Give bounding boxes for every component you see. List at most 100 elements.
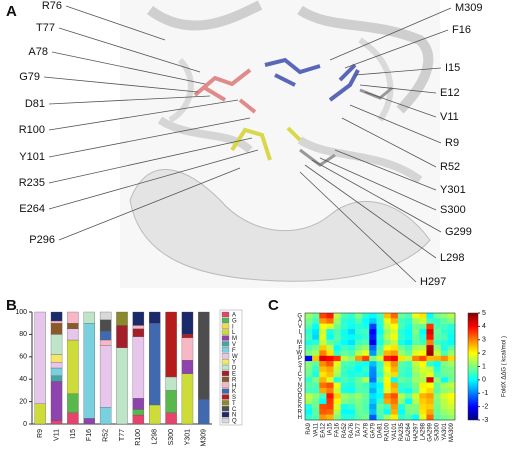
heat-cell bbox=[433, 361, 441, 367]
heat-cell bbox=[440, 355, 449, 362]
heat-cell bbox=[383, 393, 391, 399]
heat-cell bbox=[412, 382, 420, 389]
heat-cell bbox=[340, 345, 349, 351]
row-label: C bbox=[298, 372, 303, 378]
heat-cell bbox=[376, 334, 384, 340]
bar-segment bbox=[165, 376, 177, 391]
heat-cell bbox=[405, 393, 413, 399]
heat-cell bbox=[319, 345, 327, 351]
heat-cell bbox=[362, 350, 370, 356]
legend-swatch bbox=[221, 317, 230, 323]
bar-segment bbox=[165, 390, 177, 413]
column-label: RA235 bbox=[399, 422, 405, 441]
legend-swatch bbox=[221, 406, 230, 412]
heat-cell bbox=[376, 409, 384, 415]
heat-cell bbox=[397, 398, 406, 405]
residue-label: I15 bbox=[445, 62, 460, 74]
leader-line bbox=[43, 76, 199, 93]
bar-segment bbox=[181, 334, 194, 338]
row-label: G bbox=[297, 313, 302, 319]
bar-segment bbox=[34, 311, 46, 404]
heat-cell bbox=[369, 403, 377, 410]
residue-label: L298 bbox=[440, 252, 464, 264]
legend-label: H bbox=[232, 383, 236, 389]
heat-cell bbox=[326, 350, 334, 356]
heat-cell bbox=[340, 318, 349, 324]
heat-cell bbox=[312, 329, 320, 335]
heat-cell bbox=[362, 398, 370, 405]
heat-cell bbox=[426, 345, 434, 351]
colorbar-label: FoldX ΔΔG ( kcal/mol ) bbox=[502, 336, 508, 397]
heat-cell bbox=[369, 371, 377, 378]
heat-cell bbox=[440, 339, 449, 346]
column-label: LA298 bbox=[420, 422, 426, 440]
heat-cell bbox=[362, 377, 370, 383]
heat-cell bbox=[355, 393, 363, 399]
heat-cell bbox=[333, 393, 341, 399]
heat-cell bbox=[340, 377, 349, 383]
heat-cell bbox=[426, 393, 434, 399]
heat-cell bbox=[405, 409, 413, 415]
heat-cell bbox=[305, 398, 313, 405]
heatmap-frame bbox=[304, 312, 456, 421]
bar-segment bbox=[99, 407, 112, 425]
heat-cell bbox=[376, 313, 384, 319]
heat-cell bbox=[397, 355, 406, 362]
heat-cell bbox=[340, 366, 349, 373]
leader-line bbox=[65, 5, 166, 41]
heat-cell bbox=[397, 377, 406, 383]
row-label: W bbox=[296, 351, 302, 357]
bar-segment bbox=[50, 362, 63, 369]
legend-frame bbox=[219, 309, 243, 426]
heat-cell bbox=[433, 329, 441, 335]
heat-cell bbox=[383, 345, 391, 351]
heat-cell bbox=[383, 313, 391, 319]
row-label: K bbox=[298, 404, 302, 410]
heat-cell bbox=[340, 409, 349, 415]
heat-cell bbox=[440, 350, 449, 356]
column-label: RA9 bbox=[306, 422, 312, 434]
heat-cell bbox=[305, 355, 313, 362]
heat-cell bbox=[333, 318, 341, 324]
heat-cell bbox=[419, 366, 427, 373]
heat-cell bbox=[347, 350, 356, 356]
heat-cell bbox=[376, 371, 384, 378]
bar-segment bbox=[83, 418, 95, 425]
bar-segment bbox=[67, 311, 79, 324]
heat-cell bbox=[355, 334, 363, 340]
heat-cell bbox=[390, 350, 399, 356]
leader-line bbox=[359, 84, 437, 94]
heat-cell bbox=[355, 403, 363, 410]
heat-cell bbox=[376, 350, 384, 356]
leader-line bbox=[354, 67, 442, 76]
heat-cell bbox=[355, 387, 363, 394]
heat-cell bbox=[447, 318, 456, 324]
heat-cell bbox=[312, 323, 320, 330]
heat-cell bbox=[347, 339, 356, 346]
heat-cell bbox=[376, 403, 384, 410]
heat-cell bbox=[426, 350, 434, 356]
heat-cell bbox=[447, 377, 456, 383]
y-tick-label: 0 bbox=[23, 421, 27, 428]
bar-segment bbox=[116, 311, 128, 326]
heat-cell bbox=[440, 398, 449, 405]
heat-cell bbox=[312, 414, 320, 421]
heat-cell bbox=[440, 377, 449, 383]
heat-cell bbox=[433, 393, 441, 399]
ribbon bbox=[168, 37, 394, 123]
heat-cell bbox=[405, 345, 413, 351]
x-tick-label: R52 bbox=[102, 429, 109, 442]
colorbar-tick-label: -1 bbox=[482, 390, 488, 397]
heat-cell bbox=[347, 313, 356, 319]
heat-cell bbox=[376, 377, 384, 383]
leader-line bbox=[349, 104, 442, 144]
legend-label: R bbox=[232, 377, 237, 383]
heat-cell bbox=[412, 350, 420, 356]
column-label: VA11 bbox=[313, 422, 319, 436]
column-label: EA264 bbox=[406, 422, 412, 441]
leader-line bbox=[48, 99, 239, 131]
heat-cell bbox=[383, 323, 391, 330]
bar-segment bbox=[132, 311, 145, 326]
heat-cell bbox=[305, 393, 313, 399]
leader-line bbox=[319, 157, 437, 211]
